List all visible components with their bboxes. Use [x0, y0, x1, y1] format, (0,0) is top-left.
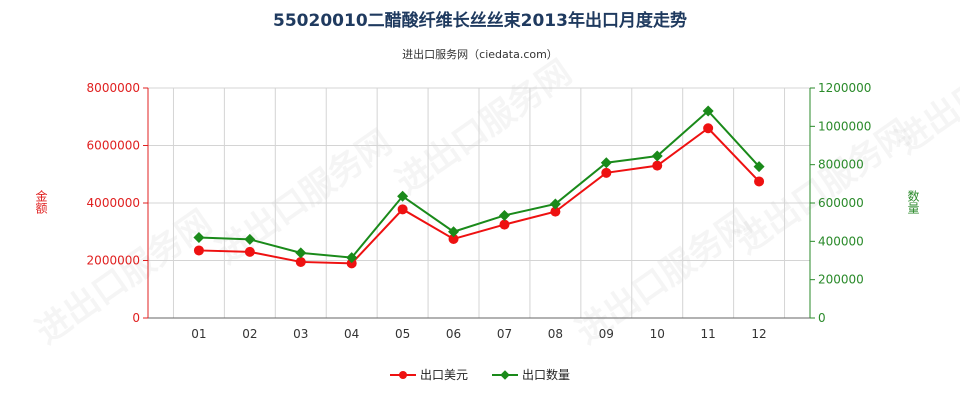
- legend-swatch-usd: [389, 370, 416, 380]
- data-point-0: [397, 204, 408, 215]
- chart-title: 55020010二醋酸纤维长丝丝束2013年出口月度走势: [273, 11, 687, 31]
- y-right-tick-label: 1000000: [818, 119, 871, 133]
- data-point-0: [448, 233, 459, 244]
- x-tick-label: 08: [548, 327, 563, 341]
- x-tick-label: 03: [293, 327, 308, 341]
- x-tick-label: 06: [446, 327, 461, 341]
- y-right-tick-label: 800000: [818, 158, 864, 172]
- data-point-0: [346, 258, 357, 269]
- legend-item-quantity[interactable]: 出口数量: [492, 366, 570, 383]
- legend: 出口美元 出口数量: [0, 366, 960, 383]
- x-tick-label: 12: [751, 327, 766, 341]
- data-point-1: [753, 161, 765, 173]
- legend-label-usd: 出口美元: [419, 368, 468, 382]
- data-point-1: [397, 190, 409, 202]
- data-point-1: [600, 157, 612, 169]
- y-right-tick-label: 400000: [818, 234, 864, 248]
- data-point-1: [549, 198, 561, 210]
- chart-subtitle: 进出口服务网（ciedata.com）: [402, 48, 558, 61]
- y-right-tick-label: 0: [818, 311, 826, 325]
- data-point-0: [295, 256, 306, 267]
- y-left-tick-label: 0: [132, 311, 140, 325]
- x-tick-label: 09: [599, 327, 614, 341]
- legend-item-usd[interactable]: 出口美元: [389, 366, 468, 383]
- y-left-tick-label: 6000000: [87, 139, 140, 153]
- data-point-1: [651, 150, 663, 162]
- data-point-1: [498, 209, 510, 221]
- y-left-tick-label: 2000000: [87, 254, 140, 268]
- legend-swatch-quantity: [492, 370, 518, 380]
- x-tick-label: 02: [242, 327, 257, 341]
- series-line-0: [198, 126, 760, 265]
- x-tick-label: 01: [191, 327, 206, 341]
- data-point-0: [499, 219, 510, 230]
- y-left-tick-label: 8000000: [87, 81, 140, 95]
- x-tick-label: 05: [395, 327, 410, 341]
- series-line-1: [198, 109, 760, 259]
- x-tick-label: 10: [650, 327, 665, 341]
- data-point-0: [703, 123, 714, 134]
- data-point-0: [652, 160, 663, 171]
- data-point-1: [346, 252, 358, 264]
- data-point-0: [601, 167, 612, 178]
- data-point-1: [244, 233, 256, 245]
- y-right-tick-label: 200000: [818, 273, 864, 287]
- data-point-1: [193, 232, 205, 243]
- y-axis-left-label: 金额: [34, 190, 48, 214]
- data-point-1: [295, 247, 307, 259]
- x-tick-label: 11: [701, 327, 716, 341]
- legend-label-quantity: 出口数量: [522, 368, 571, 382]
- x-tick-label: 04: [344, 327, 359, 341]
- data-point-1: [448, 226, 460, 238]
- y-right-tick-label: 600000: [818, 196, 864, 210]
- data-point-1: [702, 105, 714, 117]
- y-right-tick-label: 1200000: [818, 81, 871, 95]
- data-point-0: [550, 206, 561, 217]
- y-left-tick-label: 4000000: [87, 196, 140, 210]
- data-point-0: [754, 176, 765, 187]
- data-point-0: [193, 245, 204, 256]
- y-axis-right-label: 数量: [906, 190, 920, 214]
- data-point-0: [244, 246, 255, 257]
- x-tick-label: 07: [497, 327, 512, 341]
